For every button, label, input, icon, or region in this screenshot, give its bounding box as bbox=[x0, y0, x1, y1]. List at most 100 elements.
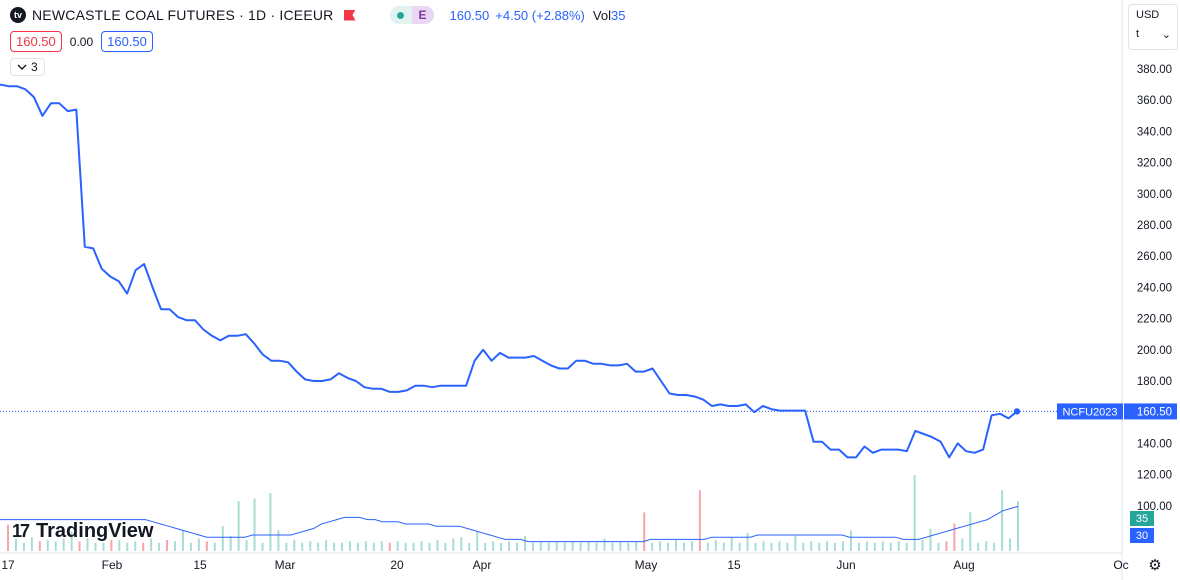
x-tick-label: Feb bbox=[102, 558, 123, 572]
volume-bar bbox=[1017, 501, 1019, 551]
volume-bar bbox=[476, 531, 479, 551]
volume-bar bbox=[436, 539, 439, 551]
volume-bar bbox=[730, 537, 733, 551]
y-tick-label: 220.00 bbox=[1137, 314, 1172, 326]
volume-bar bbox=[802, 542, 805, 551]
volume-bar bbox=[364, 541, 367, 551]
tradingview-symbol-icon[interactable]: tv bbox=[10, 7, 26, 23]
x-tick-label: Apr bbox=[473, 558, 492, 572]
volume-bar bbox=[62, 538, 65, 551]
volume-bar bbox=[587, 541, 590, 551]
volume-bar bbox=[174, 541, 177, 551]
market-status[interactable]: E bbox=[389, 6, 434, 24]
volume-bar bbox=[404, 542, 407, 551]
volume-bar bbox=[842, 541, 845, 551]
volume-bar bbox=[515, 542, 518, 551]
volume-bar bbox=[555, 541, 558, 551]
volume-bar bbox=[714, 539, 717, 551]
currency-select[interactable]: USD bbox=[1129, 5, 1177, 24]
volume-bars bbox=[7, 475, 1019, 551]
volume-bar bbox=[897, 541, 900, 551]
volume-bar bbox=[396, 541, 399, 551]
volume-bar bbox=[22, 542, 25, 551]
volume-bar bbox=[682, 542, 685, 551]
ask-price-button[interactable]: 160.50 bbox=[101, 31, 153, 52]
y-tick-label: 300.00 bbox=[1137, 189, 1172, 201]
y-tick-label: 100.00 bbox=[1137, 501, 1172, 513]
price-line-path bbox=[0, 83, 1018, 459]
volume-bar bbox=[826, 541, 829, 551]
currency-unit-selector[interactable]: USD t ⌄ bbox=[1128, 4, 1178, 50]
volume-bar bbox=[309, 541, 312, 551]
volume-bar bbox=[547, 542, 550, 551]
volume-bar bbox=[611, 542, 614, 551]
volume-bar bbox=[142, 542, 145, 551]
volume-bar bbox=[762, 541, 765, 551]
volume-badge: 35 bbox=[1136, 513, 1148, 525]
x-tick-label: Mar bbox=[275, 558, 296, 572]
price-line bbox=[0, 83, 1122, 459]
earnings-badge: E bbox=[411, 6, 434, 24]
volume-bar bbox=[857, 542, 860, 551]
last-price: 160.50 bbox=[449, 7, 490, 23]
volume-bar bbox=[189, 542, 192, 551]
volume-bar bbox=[277, 530, 280, 551]
volume-bar bbox=[794, 535, 797, 551]
volume-bar bbox=[865, 541, 868, 551]
volume-bar bbox=[643, 512, 646, 551]
volume-bar bbox=[102, 542, 105, 551]
volume-badge-bg bbox=[1130, 511, 1154, 526]
volume-bar bbox=[635, 541, 638, 551]
price-axis[interactable]: 380.00 360.00 340.00 320.00 300.00 280.00 260.… bbox=[1121, 0, 1172, 580]
price-label: 160.50 bbox=[1137, 406, 1172, 418]
volume-bar bbox=[229, 535, 232, 551]
volume-bar bbox=[261, 542, 264, 551]
unit-select[interactable]: t ⌄ bbox=[1129, 24, 1177, 44]
symbol-title[interactable]: NEWCASTLE COAL FUTURES · 1D · ICEEUR bbox=[32, 7, 334, 23]
volume-ma-path bbox=[0, 505, 1019, 543]
volume-bar bbox=[380, 541, 383, 551]
flag-icon[interactable] bbox=[343, 9, 356, 21]
y-tick-label: 280.00 bbox=[1137, 220, 1172, 232]
y-tick-label: 200.00 bbox=[1137, 345, 1172, 357]
volume-bar bbox=[484, 542, 487, 551]
volume-bar bbox=[333, 542, 336, 551]
volume-bar bbox=[301, 542, 304, 551]
volume-bar bbox=[46, 539, 49, 551]
volume-bar bbox=[810, 541, 813, 551]
volume-bar bbox=[579, 542, 582, 551]
x-tick-label: May bbox=[635, 558, 658, 572]
volume-bar bbox=[388, 542, 391, 551]
volume-bar bbox=[627, 542, 630, 551]
volume-bar bbox=[14, 538, 17, 551]
price-change: +4.50 (+2.88%) bbox=[495, 7, 585, 23]
time-axis[interactable]: 17 Feb 15 Mar 20 Apr May 15 Jun Aug Oc bbox=[0, 552, 1129, 572]
y-tick-label: 240.00 bbox=[1137, 282, 1172, 294]
y-tick-label: 120.00 bbox=[1137, 470, 1172, 482]
volume-bar bbox=[237, 501, 240, 551]
volume-bar bbox=[1009, 538, 1012, 551]
volume-bar bbox=[118, 539, 121, 551]
volume-bar bbox=[905, 542, 908, 551]
volume-bar bbox=[420, 541, 423, 551]
tradingview-watermark[interactable]: 17 TradingView bbox=[12, 520, 153, 543]
volume-bar bbox=[452, 538, 455, 551]
volume-bar bbox=[54, 541, 57, 551]
volume-bar bbox=[659, 541, 662, 551]
volume-bar bbox=[38, 541, 41, 551]
volume-bar bbox=[94, 542, 97, 551]
volume-bar bbox=[929, 528, 932, 551]
currency-value: USD bbox=[1136, 9, 1160, 21]
volume-bar bbox=[953, 523, 956, 551]
gear-icon[interactable]: ⚙ bbox=[1148, 557, 1162, 574]
volume-bar bbox=[667, 542, 670, 551]
volume-bar bbox=[428, 542, 431, 551]
collapse-indicators-button[interactable]: 3 bbox=[10, 58, 45, 76]
volume-bar bbox=[985, 541, 988, 551]
bid-price-button[interactable]: 160.50 bbox=[10, 31, 62, 52]
volume-label: Vol bbox=[592, 7, 611, 23]
volume-bar bbox=[563, 542, 566, 551]
volume-bar bbox=[150, 538, 153, 551]
volume-bar bbox=[698, 490, 701, 551]
